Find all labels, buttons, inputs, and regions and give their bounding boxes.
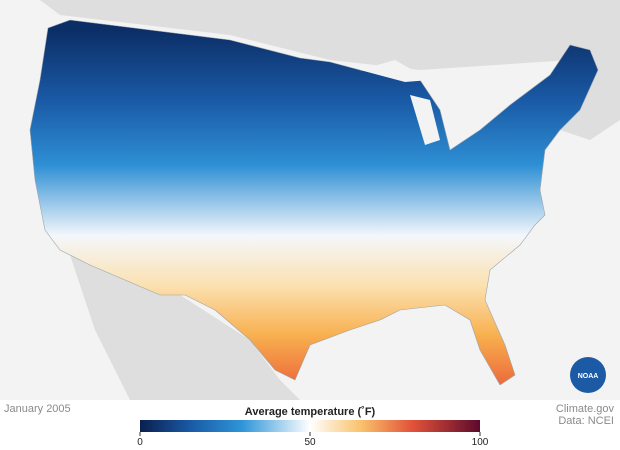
source-label: Climate.gov xyxy=(556,403,615,415)
legend-title: Average temperature (˚F) xyxy=(245,406,376,418)
contiguous-us xyxy=(29,19,599,386)
great-lakes xyxy=(360,60,490,145)
tick-label: 0 xyxy=(137,437,143,448)
noaa-logo xyxy=(570,357,606,393)
tick-label: 50 xyxy=(304,437,316,448)
mexico xyxy=(70,255,300,400)
date-label: January 2005 xyxy=(4,403,71,415)
canada xyxy=(40,0,620,140)
color-scale xyxy=(140,420,480,432)
logo-text: NOAA xyxy=(578,373,599,380)
data-credit: Data: NCEI xyxy=(558,415,614,427)
tick-label: 100 xyxy=(472,437,489,448)
